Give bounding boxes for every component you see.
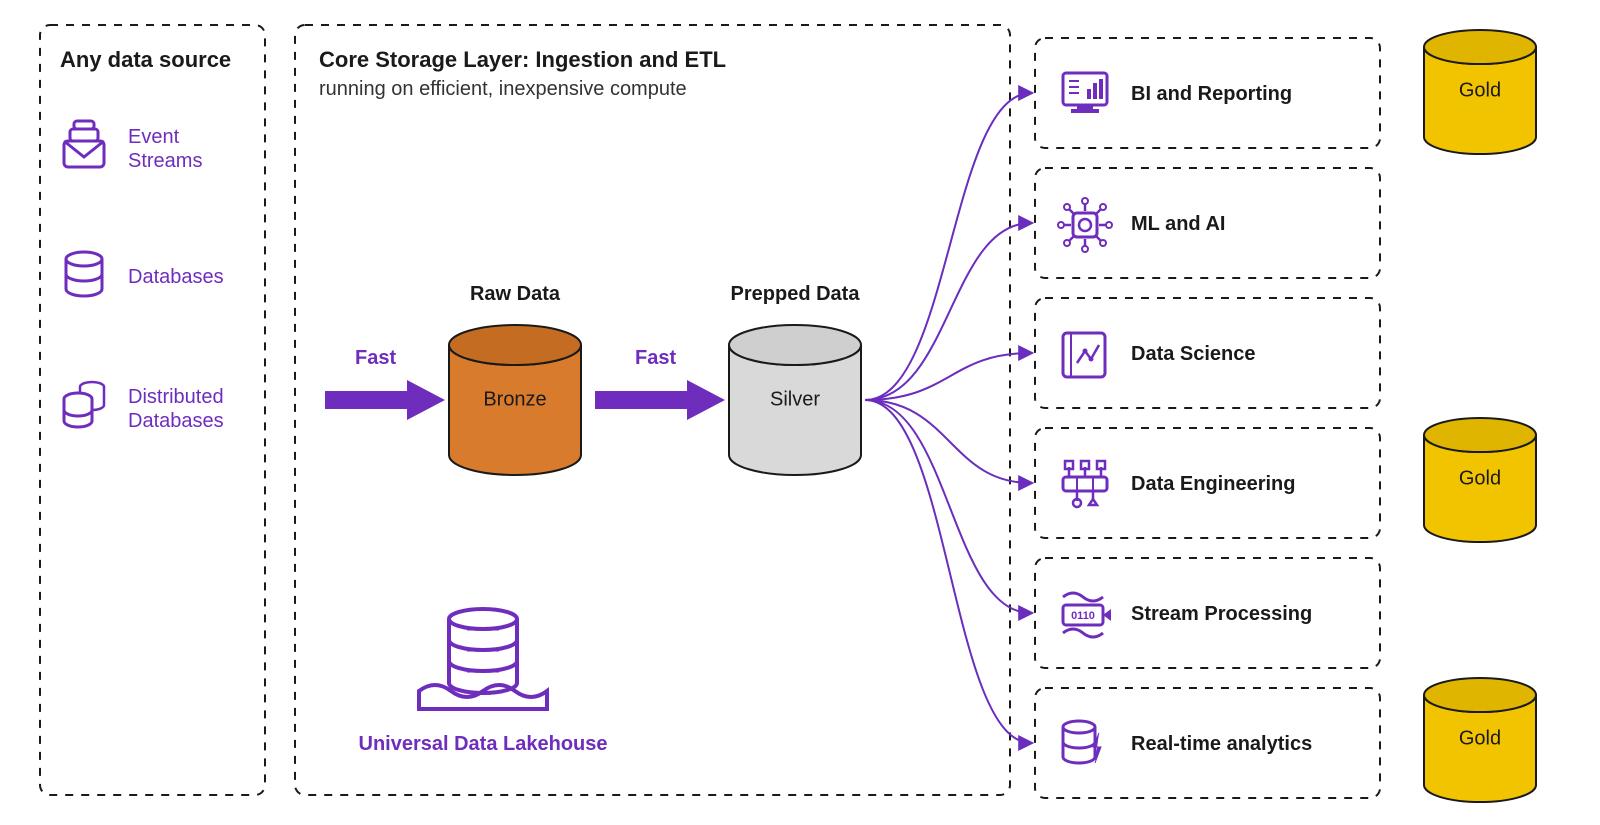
silver-cylinder: Silver [729,325,861,475]
core-subtitle: running on efficient, inexpensive comput… [319,78,687,100]
svg-text:Silver: Silver [770,389,820,411]
rta-icon [1063,721,1101,763]
source-item-label: Distributed [128,386,224,408]
core-title: Core Storage Layer: Ingestion and ETL [319,47,726,72]
svg-text:Gold: Gold [1459,728,1501,750]
fanout-edge [865,400,1031,613]
gold-cylinder: Gold [1424,418,1536,542]
database-icon [66,252,102,296]
lakehouse-label: Universal Data Lakehouse [359,733,608,755]
stream-icon: 0110 [1063,593,1111,637]
distributed-db-icon [64,382,104,427]
arrow-label: Fast [635,347,676,369]
de-icon [1063,461,1107,507]
consumer-label: Data Science [1131,343,1256,365]
consumer-label: Data Engineering [1131,473,1295,495]
fanout-edge [865,400,1031,743]
consumer-label: BI and Reporting [1131,83,1292,105]
lakehouse-icon [419,609,547,709]
svg-text:Bronze: Bronze [483,389,546,411]
architecture-diagram: Any data sourceEventStreamsDatabasesDist… [0,0,1600,825]
source-item-label: Databases [128,410,224,432]
ml-icon [1058,198,1112,252]
source-item-label: Streams [128,150,202,172]
consumer-label: ML and AI [1131,213,1225,235]
source-item-label: Event [128,126,180,148]
svg-text:Gold: Gold [1459,468,1501,490]
raw-data-title: Raw Data [470,283,561,305]
svg-text:0110: 0110 [1071,610,1095,622]
source-item-label: Databases [128,266,224,288]
svg-text:Gold: Gold [1459,80,1501,102]
bi-icon [1063,73,1107,113]
gold-cylinder: Gold [1424,30,1536,154]
sources-title: Any data source [60,47,231,72]
bronze-cylinder: Bronze [449,325,581,475]
arrow-label: Fast [355,347,396,369]
consumer-label: Real-time analytics [1131,733,1312,755]
ds-icon [1063,333,1105,377]
core-panel [295,25,1010,795]
gold-cylinder: Gold [1424,678,1536,802]
consumer-label: Stream Processing [1131,603,1312,625]
event-streams-icon [64,121,104,167]
prepped-data-title: Prepped Data [731,283,861,305]
